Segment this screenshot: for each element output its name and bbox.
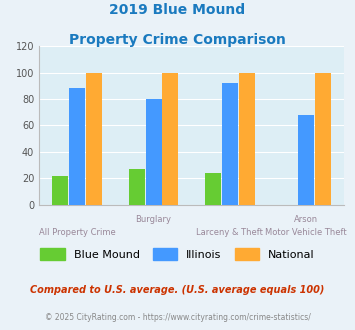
Bar (86, 73, 102, 205)
Text: Motor Vehicle Theft: Motor Vehicle Theft (266, 228, 347, 237)
Text: All Property Crime: All Property Crime (39, 228, 116, 237)
Bar (53, 176, 69, 205)
Text: Compared to U.S. average. (U.S. average equals 100): Compared to U.S. average. (U.S. average … (30, 285, 325, 295)
Bar (162, 73, 178, 205)
Text: © 2025 CityRating.com - https://www.cityrating.com/crime-statistics/: © 2025 CityRating.com - https://www.city… (45, 314, 310, 322)
Text: Larceny & Theft: Larceny & Theft (196, 228, 263, 237)
Bar (298, 115, 314, 205)
Bar (129, 169, 145, 205)
Bar (222, 83, 238, 205)
Bar (146, 99, 162, 205)
Bar (239, 73, 255, 205)
Legend: Blue Mound, Illinois, National: Blue Mound, Illinois, National (36, 244, 319, 265)
Text: 2019 Blue Mound: 2019 Blue Mound (109, 3, 246, 17)
Bar (315, 73, 331, 205)
Text: Arson: Arson (294, 214, 318, 223)
Text: Property Crime Comparison: Property Crime Comparison (69, 33, 286, 47)
Bar (69, 88, 85, 205)
Bar (205, 173, 221, 205)
Text: Burglary: Burglary (136, 214, 171, 223)
